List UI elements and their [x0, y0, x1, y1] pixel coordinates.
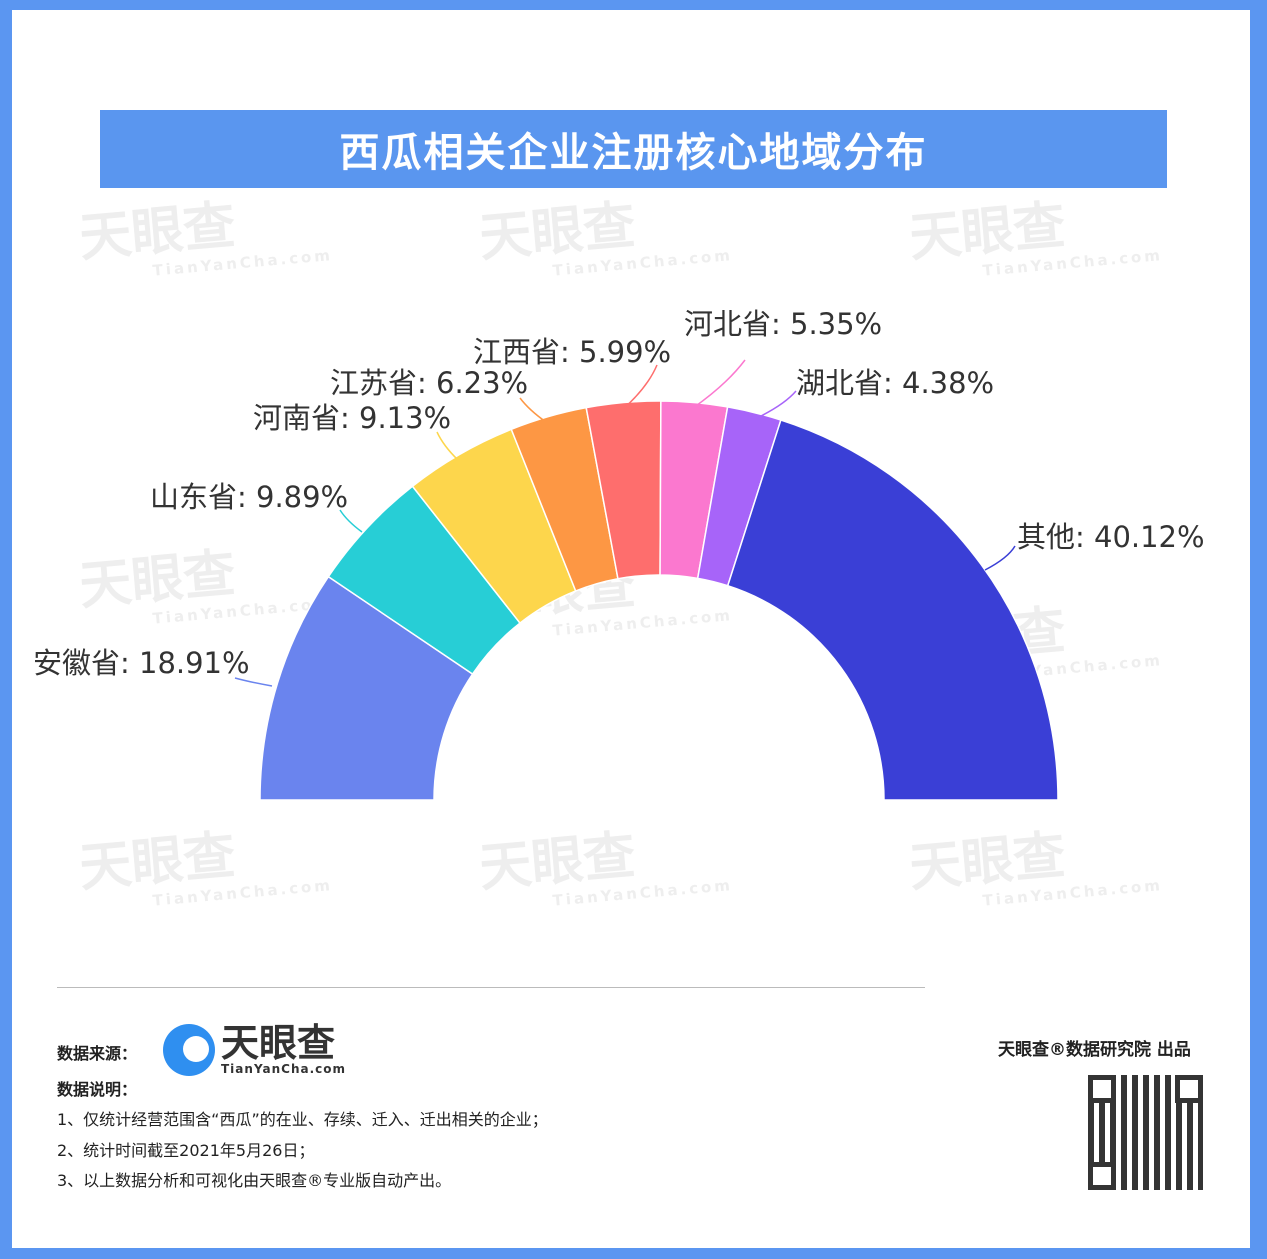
label-shandong: 山东省: 9.89% — [150, 480, 349, 514]
qr-code[interactable] — [1088, 1075, 1203, 1190]
source-label: 数据来源： — [57, 1044, 138, 1063]
leader-line-jiangxi — [621, 364, 658, 411]
note-2: 2、统计时间截至2021年5月26日； — [57, 1141, 315, 1160]
divider — [57, 987, 925, 988]
note-1: 1、仅统计经营范围含“西瓜”的在业、存续、迁入、迁出相关的企业； — [57, 1110, 548, 1129]
leader-line-hebei — [692, 359, 746, 409]
leader-line-hubei — [756, 390, 797, 419]
poster-card — [12, 10, 1250, 1248]
logo-domain: TianYanCha.com — [221, 1062, 347, 1076]
slice-other — [726, 419, 1059, 801]
label-other: 其他: 40.12% — [1017, 520, 1205, 554]
logo-mark-icon — [163, 1024, 215, 1076]
notes-label: 数据说明： — [57, 1080, 138, 1099]
note-3: 3、以上数据分析和可视化由天眼查®专业版自动产出。 — [57, 1171, 452, 1190]
label-hubei: 湖北省: 4.38% — [796, 366, 995, 400]
label-hebei: 河北省: 5.35% — [684, 307, 883, 341]
leader-line-henan — [436, 431, 459, 461]
leader-line-other — [984, 545, 1016, 571]
leader-line-anhui — [234, 677, 273, 687]
logo-brand: 天眼查 — [221, 1021, 336, 1065]
leader-line-jiangsu — [519, 397, 547, 423]
label-jiangsu: 江苏省: 6.23% — [330, 366, 529, 400]
chart-title: 西瓜相关企业注册核心地域分布 — [100, 110, 1167, 188]
label-henan: 河南省: 9.13% — [253, 401, 452, 435]
tianyancha-logo: 天眼查 TianYanCha.com — [163, 1024, 346, 1076]
leader-line-shandong — [339, 509, 363, 533]
label-anhui: 安徽省: 18.91% — [33, 646, 250, 680]
producer: 天眼查®数据研究院 出品 — [998, 1040, 1191, 1060]
label-jiangxi: 江西省: 5.99% — [473, 335, 672, 369]
